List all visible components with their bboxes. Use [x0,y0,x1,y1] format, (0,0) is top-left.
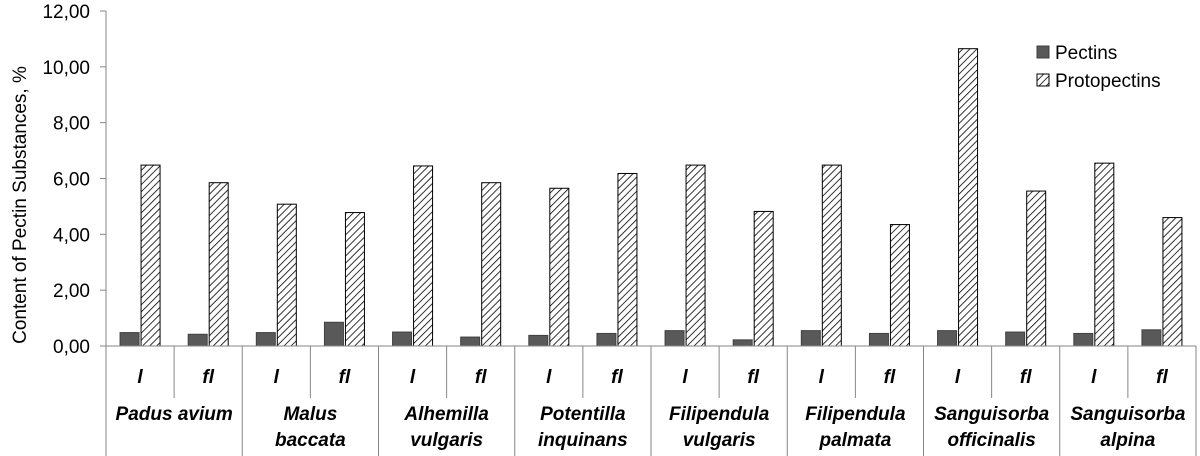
group-label-line1: Filipendula [669,404,770,425]
y-tick-label: 0,00 [53,337,90,358]
y-tick-label: 12,00 [42,2,90,23]
bar-pectins [1141,329,1162,347]
category-label: l [819,367,825,388]
category-label: fl [339,367,351,388]
bar-protopectins [208,182,229,347]
category-label: fl [475,367,487,388]
category-label: l [274,367,280,388]
group-label-line1: Potentilla [540,404,626,425]
bar-pectins [460,336,481,347]
bar-pectins [255,332,276,347]
bar-protopectins [481,182,502,347]
bar-pectins [323,321,344,347]
bar-pectins [868,332,889,347]
group-label-line1: Sanguisorba [1070,404,1186,425]
group-label-line2: vulgaris [683,430,756,451]
y-tick-label: 10,00 [42,58,90,79]
group-label-line1: Padus avium [116,404,233,425]
bar-pectins [528,334,549,347]
y-tick-label: 6,00 [53,170,90,191]
category-label: fl [747,367,759,388]
group-label-line2: officinalis [947,430,1035,451]
bar-protopectins [413,165,434,347]
category-label: fl [1156,367,1168,388]
bar-pectins [187,333,208,347]
bar-protopectins [140,164,161,347]
legend-label-pectins: Pectins [1055,43,1117,64]
category-label: l [955,367,961,388]
y-tick-label: 8,00 [53,114,90,135]
group-label-line1: Sanguisorba [934,404,1050,425]
legend-swatch-protopectins [1036,73,1050,87]
bar-protopectins [889,224,910,347]
category-label: l [137,367,143,388]
category-label: l [546,367,552,388]
bar-protopectins [1094,162,1115,347]
bar-protopectins [753,210,774,347]
y-tick-label: 2,00 [53,281,90,302]
category-label: fl [884,367,896,388]
category-label: fl [202,367,214,388]
category-label: fl [1020,367,1032,388]
bar-protopectins [685,164,706,347]
bar-pectins [596,332,617,347]
bar-pectins [119,332,140,347]
category-label: fl [611,367,623,388]
legend-swatch-pectins [1036,45,1050,59]
bar-pectins [800,330,821,347]
bar-protopectins [344,212,365,347]
group-label-line2: vulgaris [410,430,483,451]
legend-label-protopectins: Protopectins [1055,71,1161,92]
y-tick-label: 4,00 [53,225,90,246]
bar-protopectins [1162,217,1183,347]
group-label-line2: inquinans [538,430,628,451]
group-label-line2: baccata [275,430,346,451]
category-label: l [410,367,416,388]
category-label: l [1091,367,1097,388]
bar-pectins [392,331,413,347]
bar-pectins [1005,331,1026,347]
bar-protopectins [549,187,570,347]
bar-pectins [937,330,958,347]
bar-protopectins [617,172,638,347]
bar-protopectins [276,203,297,347]
bar-pectins [664,330,685,347]
group-label-line2: palmata [818,430,891,451]
category-label: l [682,367,688,388]
bar-pectins [732,339,753,347]
bar-protopectins [1026,190,1047,347]
y-axis-label: Content of Pectin Substances, % [10,66,31,344]
group-label-line2: alpina [1100,430,1155,451]
group-label-line1: Alhemilla [403,404,489,425]
bar-protopectins [821,164,842,347]
group-label-line1: Filipendula [805,404,906,425]
group-label-line1: Malus [283,404,337,425]
bar-protopectins [958,48,979,347]
bar-pectins [1073,332,1094,347]
